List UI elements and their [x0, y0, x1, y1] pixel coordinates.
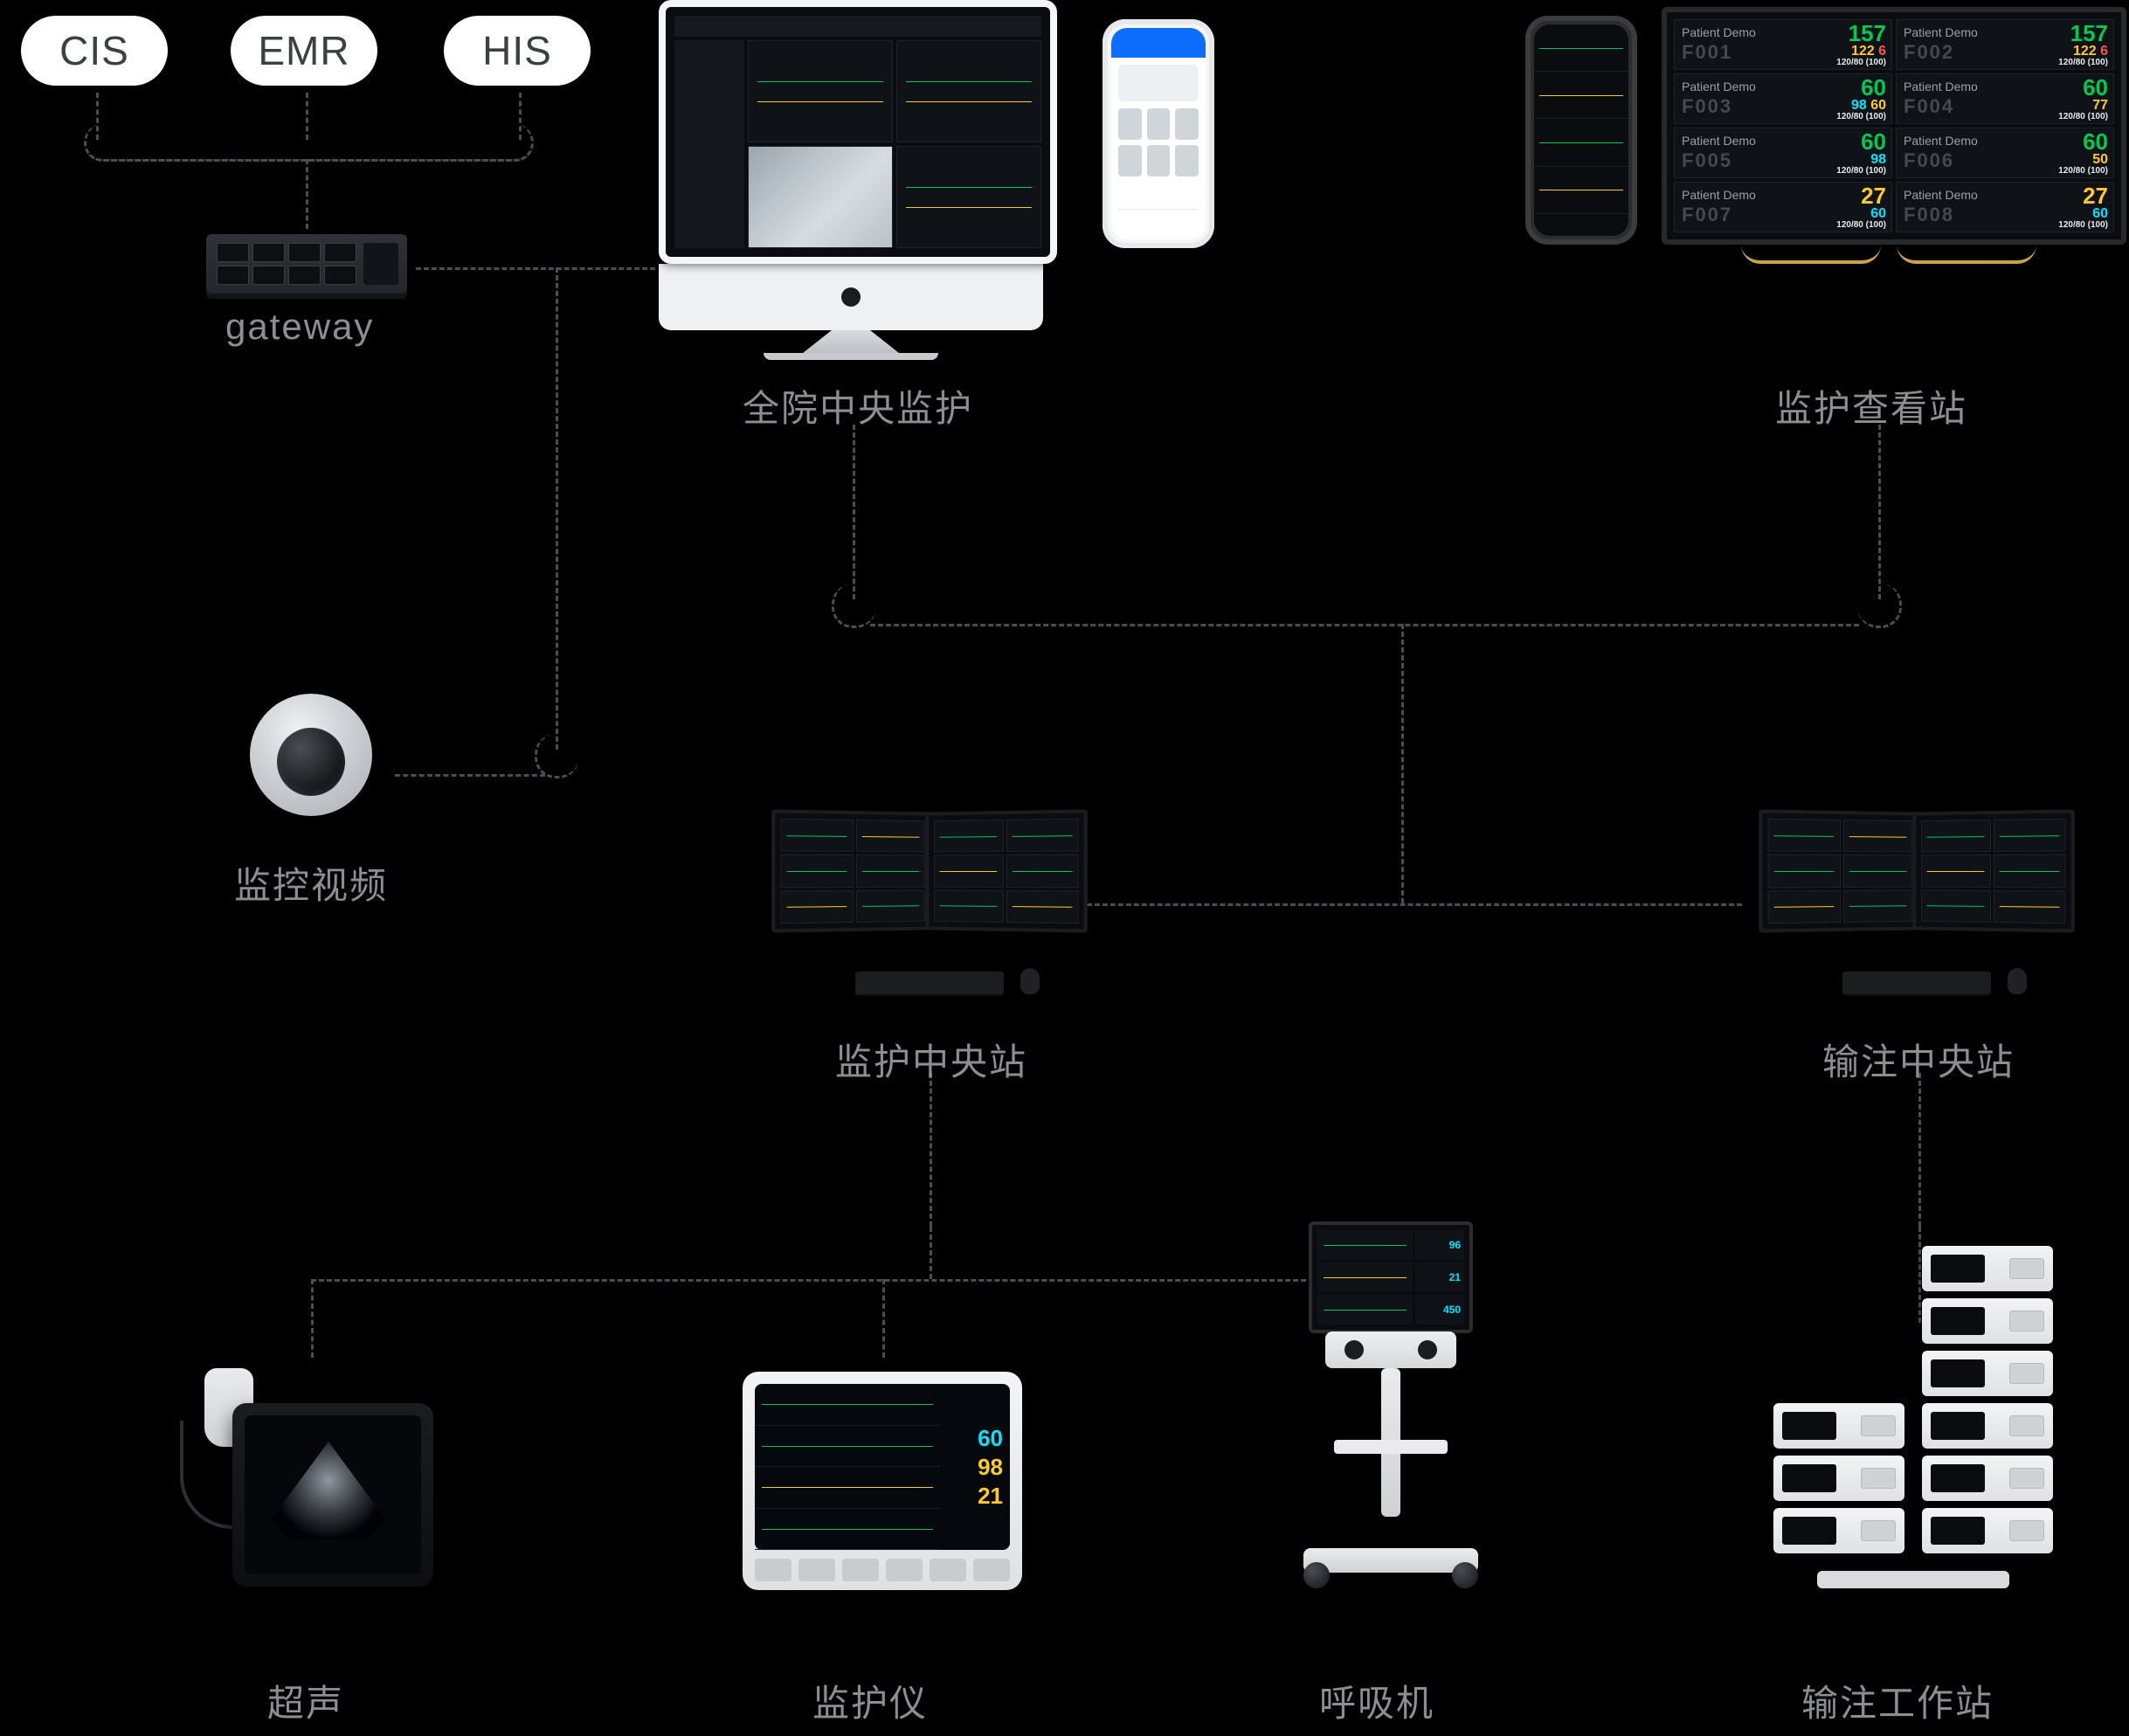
pm-spo2: 98 [978, 1454, 1003, 1481]
infusion-central-label: 输注中央站 [1822, 1033, 2015, 1086]
cctv-camera [250, 711, 372, 816]
edge-corner [1857, 584, 1902, 628]
edge [311, 1279, 314, 1358]
central-monitor-label: 全院中央监护 [743, 379, 973, 432]
patient-monitor-device: 60 98 21 [743, 1372, 1022, 1590]
gateway-device [206, 234, 407, 294]
tv-cell: Patient DemoF0072760 120/80 (100) [1674, 182, 1892, 232]
edge [930, 1227, 932, 1279]
pm-hr: 60 [978, 1425, 1003, 1452]
edge [311, 1279, 1393, 1282]
ventilator-label: 呼吸机 [1319, 1674, 1434, 1727]
edge [1878, 425, 1881, 599]
nurse-central-ws [772, 811, 1087, 994]
badge-emr: EMR [231, 16, 377, 86]
edge-corner [84, 124, 534, 162]
badge-cis: CIS [21, 16, 168, 86]
tv-cell: Patient DemoF0066050 120/80 (100) [1896, 128, 2114, 178]
phone-monitor [1525, 16, 1637, 245]
tv-cell: Patient DemoF001157122 6120/80 (100) [1674, 19, 1892, 70]
patient-monitor-label: 监护仪 [812, 1674, 928, 1727]
tv-cell: Patient DemoF0036098 60120/80 (100) [1674, 73, 1892, 124]
phone-app [1103, 19, 1214, 248]
edge [416, 267, 655, 270]
edge [1918, 1073, 1921, 1227]
tv-cell: Patient DemoF0046077 120/80 (100) [1896, 73, 2114, 124]
edge-corner [832, 584, 876, 628]
edge [395, 774, 545, 777]
view-station-label: 监护查看站 [1775, 379, 1967, 432]
tv-cell: Patient DemoF0082760 120/80 (100) [1896, 182, 2114, 232]
infusion-ws-label: 输注工作站 [1801, 1674, 1994, 1727]
edge [853, 425, 855, 599]
imac [659, 0, 1043, 360]
badge-his: HIS [444, 16, 591, 86]
tv-monitor: Patient DemoF001157122 6120/80 (100)Pati… [1662, 7, 2116, 269]
edge-corner [535, 734, 579, 778]
ventilator-device: 96 21 450 [1277, 1221, 1504, 1588]
edge [1401, 624, 1404, 903]
tv-cell: Patient DemoF002157122 6120/80 (100) [1896, 19, 2114, 70]
edge [882, 1279, 885, 1358]
tv-cell: Patient DemoF0056098 120/80 (100) [1674, 128, 1892, 178]
infusion-workstation-device [1773, 1239, 2053, 1588]
edge [306, 159, 308, 229]
edge [556, 267, 558, 750]
gateway-label: gateway [225, 306, 374, 348]
diagram-canvas: CIS EMR HIS gateway 全院中央监护 [0, 0, 2129, 1736]
cctv-label: 监控视频 [234, 856, 388, 909]
edge [930, 1073, 932, 1227]
nurse-central-label: 监护中央站 [835, 1033, 1027, 1086]
ultrasound-label: 超声 [267, 1674, 344, 1727]
infusion-central-ws [1759, 811, 2074, 994]
edge [1087, 903, 1742, 906]
ultrasound-device [171, 1368, 433, 1587]
edge [870, 624, 1859, 626]
pm-rr: 21 [978, 1483, 1003, 1510]
